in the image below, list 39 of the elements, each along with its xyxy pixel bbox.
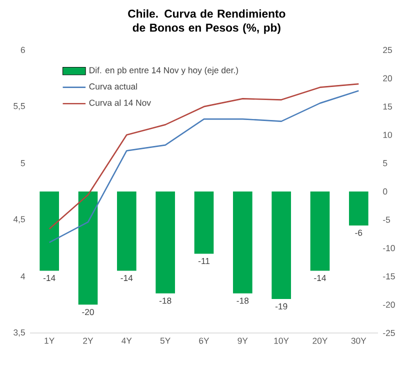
legend-label: Dif. en pb entre 14 Nov y hoy (eje der.) xyxy=(90,66,238,75)
x-tick-label: 10Y xyxy=(274,338,289,344)
y2-tick-label: -15 xyxy=(383,273,395,280)
data-label: -14 xyxy=(43,274,56,281)
x-tick-label: 2Y xyxy=(83,338,94,344)
x-tick-label: 20Y xyxy=(312,338,328,344)
data-label: -18 xyxy=(159,298,172,304)
y2-tick-label: 15 xyxy=(383,104,392,110)
y-tick-label: 6 xyxy=(20,46,25,54)
x-tick-label: 6Y xyxy=(199,338,210,344)
x-tick-label: 30Y xyxy=(351,338,366,344)
x-tick-label: 5Y xyxy=(160,338,170,344)
x-tick-label: 9Y xyxy=(238,338,248,344)
y2-tick-label: 10 xyxy=(383,132,392,138)
y2-tick-label: 25 xyxy=(383,46,392,54)
y2-tick-label: -10 xyxy=(383,245,395,252)
y-tick-label: 4,5 xyxy=(13,216,25,224)
legend-label: Curva actual xyxy=(89,83,137,90)
y-tick-label: 5,5 xyxy=(14,103,25,110)
y2-tick-label: 5 xyxy=(383,160,388,166)
x-tick-label: 1Y xyxy=(44,338,54,344)
y2-tick-label: 20 xyxy=(383,75,392,82)
data-label: -20 xyxy=(82,308,94,316)
y2-tick-label: -20 xyxy=(383,302,395,308)
y2-tick-label: -25 xyxy=(383,330,395,336)
data-label: -19 xyxy=(275,303,288,310)
data-label: -18 xyxy=(236,298,249,304)
y2-tick-label: -5 xyxy=(383,216,390,223)
data-label: -14 xyxy=(120,274,133,281)
data-label: -6 xyxy=(355,230,362,236)
x-tick-label: 4Y xyxy=(122,338,132,344)
chart-title: Chile. Curva de Rendimiento de Bonos en Pesos (%, pb) xyxy=(128,9,286,34)
y-tick-label: 3,5 xyxy=(14,329,25,337)
y-tick-label: 5 xyxy=(20,160,25,166)
legend-label: Curva al 14 Nov xyxy=(89,99,151,106)
data-label: -14 xyxy=(314,274,326,281)
y-tick-label: 4 xyxy=(20,273,26,280)
data-label: -11 xyxy=(198,258,210,264)
y2-tick-label: 0 xyxy=(383,188,388,195)
